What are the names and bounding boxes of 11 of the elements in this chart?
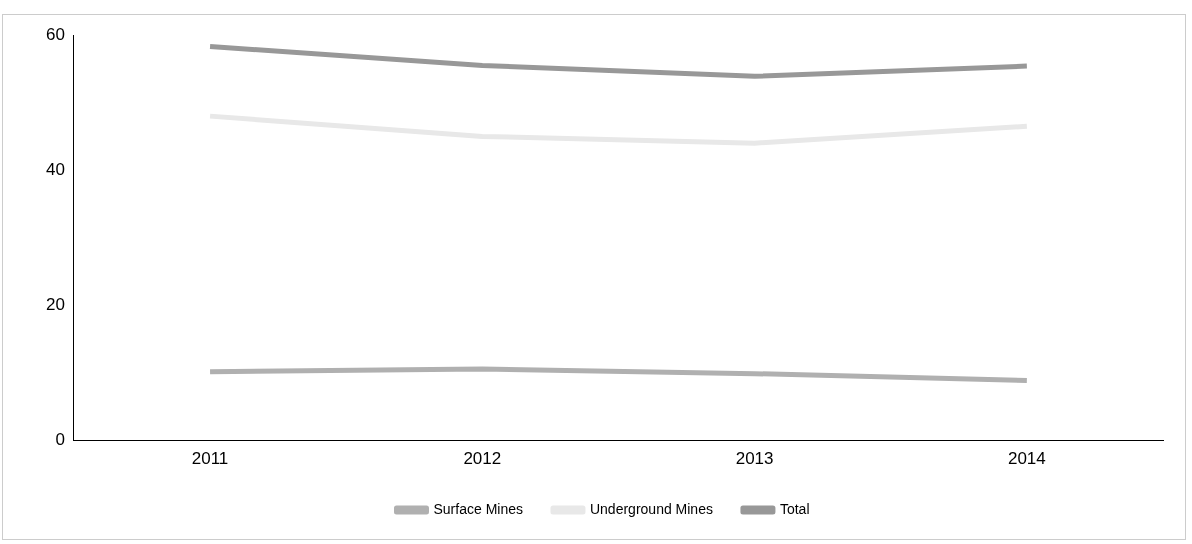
y-tick-label: 20 bbox=[45, 295, 65, 315]
x-tick-label: 2011 bbox=[191, 449, 229, 469]
legend-label: Surface Mines bbox=[433, 500, 523, 517]
y-tick-label: 40 bbox=[45, 159, 65, 179]
legend-label: Underground Mines bbox=[589, 500, 713, 517]
y-tick-label: 60 bbox=[45, 24, 65, 44]
y-tick-label: 0 bbox=[55, 430, 65, 450]
x-tick-label: 2014 bbox=[1007, 449, 1046, 469]
x-tick-label: 2013 bbox=[735, 449, 774, 469]
x-tick-label: 2012 bbox=[463, 449, 502, 469]
legend-label: Total bbox=[779, 500, 810, 517]
